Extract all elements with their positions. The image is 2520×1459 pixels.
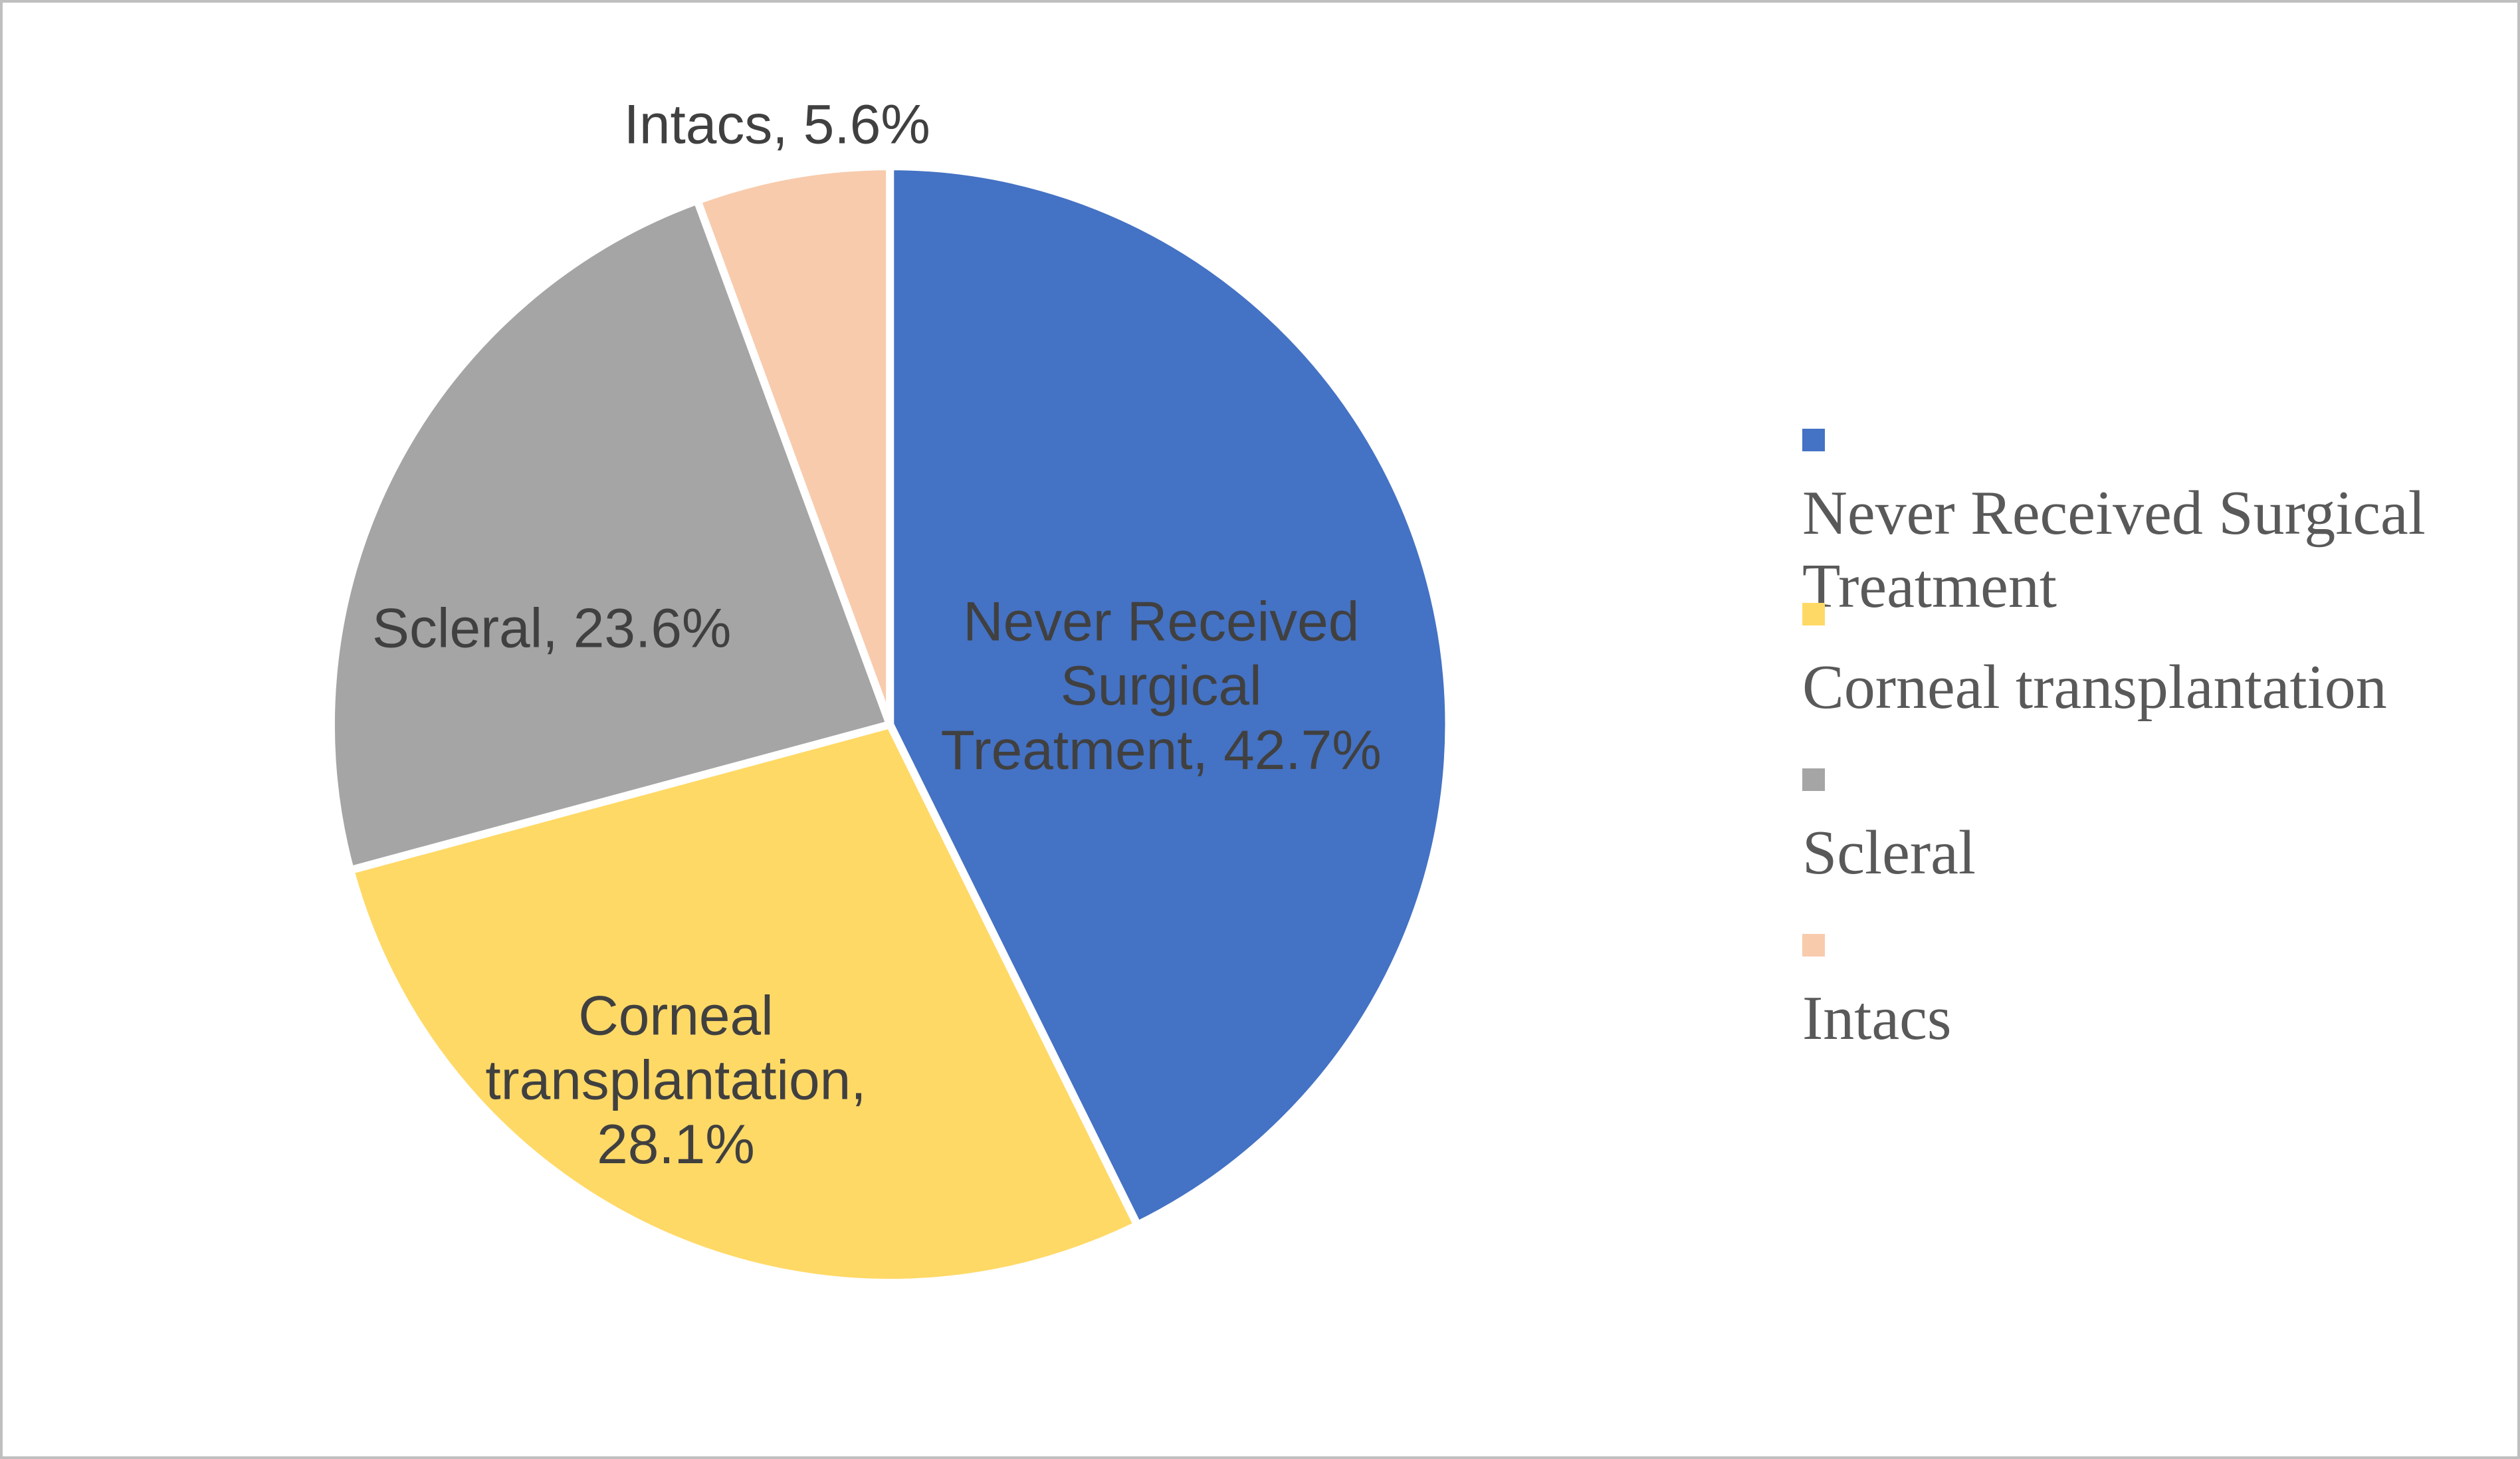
legend-marker-corneal-transplantation <box>1802 603 1825 625</box>
legend-marker-intacs <box>1802 934 1825 956</box>
legend-item-label: Intacs <box>1802 982 1951 1055</box>
legend-item-label: Never Received Surgical Treatment <box>1802 477 2426 623</box>
legend-item-scleral: Scleral <box>1802 743 1976 889</box>
legend-item-label: Corneal transplantation <box>1802 651 2387 724</box>
legend-item-corneal-transplantation: Corneal transplantation <box>1802 578 2387 724</box>
pie-slice-intacs <box>693 162 894 729</box>
slice-label-corneal-transplantation: Corneal transplantation, 28.1% <box>485 984 866 1175</box>
pie-slice-never-received-surgical-treatment <box>886 162 1453 1230</box>
legend-item-intacs: Intacs <box>1802 909 1951 1055</box>
legend-marker-scleral <box>1802 768 1825 791</box>
legend-label-line: Treatment <box>1802 552 2057 621</box>
pie-slices <box>326 162 1453 1287</box>
legend-label-line: Scleral <box>1802 818 1976 887</box>
legend-label-line: Intacs <box>1802 984 1952 1053</box>
legend-item-label: Scleral <box>1802 816 1976 889</box>
slice-label-intacs: Intacs, 5.6% <box>624 92 930 155</box>
slice-label-scleral: Scleral, 23.6% <box>372 597 731 659</box>
pie-slice-scleral <box>326 196 894 875</box>
legend-item-never-received-surgical-treatment: Never Received Surgical Treatment <box>1802 403 2426 623</box>
slice-label-never-received-surgical-treatment: Never Received Surgical Treatment, 42.7% <box>941 590 1382 781</box>
pie-slice-corneal-transplantation <box>346 721 1142 1287</box>
pie-chart: Never Received Surgical Treatment, 42.7% Co… <box>326 92 1453 1287</box>
slice-labels: Never Received Surgical Treatment, 42.7% Co… <box>372 92 1382 1175</box>
legend-marker-never-received-surgical-treatment <box>1802 429 1825 451</box>
legend-label-line: Corneal transplantation <box>1802 653 2387 722</box>
legend-label-line: Never Received Surgical <box>1802 479 2426 548</box>
